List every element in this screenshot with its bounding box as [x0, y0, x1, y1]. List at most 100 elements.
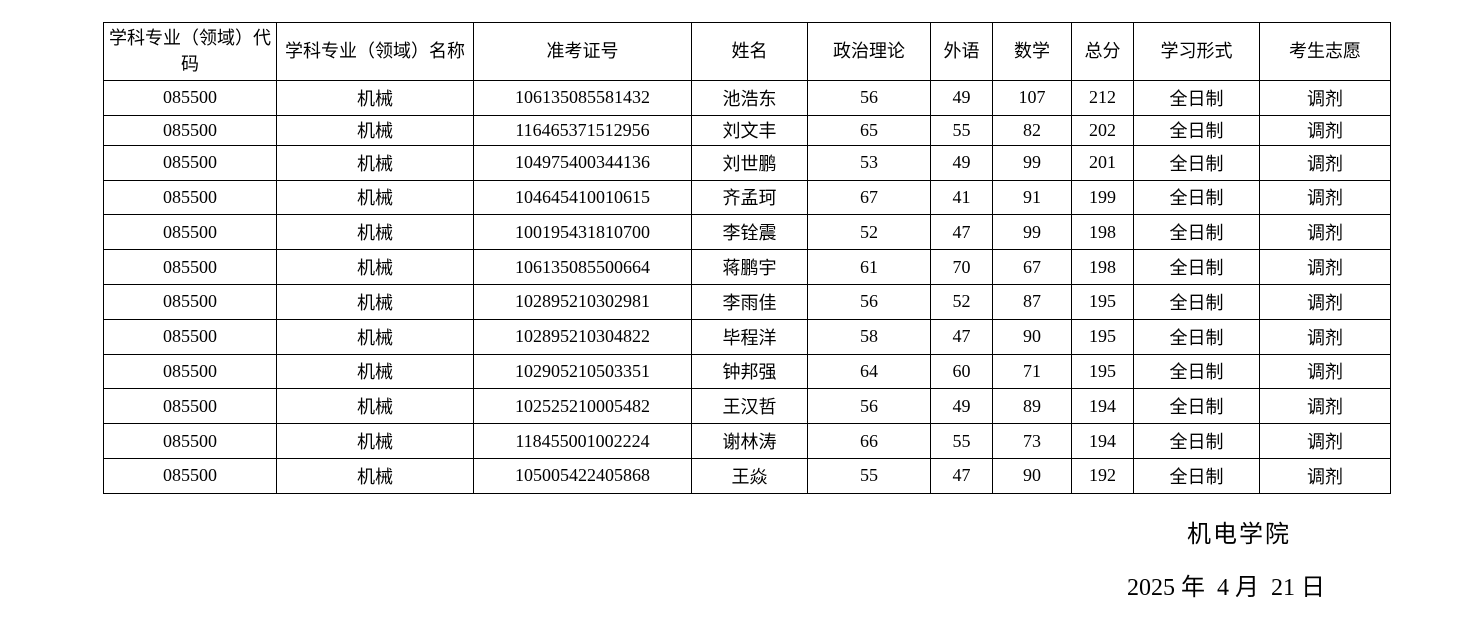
cell-total: 195	[1071, 283, 1134, 320]
cell-politics: 56	[807, 283, 931, 320]
cell-math: 99	[992, 144, 1072, 181]
cell-politics: 67	[807, 179, 931, 216]
header-major: 学科专业（领域）名称	[276, 22, 474, 81]
cell-study-mode: 全日制	[1133, 423, 1260, 459]
table-row: 085500 机械 104645410010615 齐孟珂 67 41 91 199 全日制 调剂	[103, 179, 1391, 216]
cell-name: 李雨佳	[691, 283, 808, 320]
header-row: 学科专业（领域）代码 学科专业（领域）名称 准考证号 姓名 政治理论 外语 数学 总分 学习形式…	[103, 22, 1391, 81]
cell-total: 201	[1071, 144, 1134, 181]
cell-foreign-language: 47	[930, 214, 993, 251]
cell-politics: 56	[807, 388, 931, 425]
cell-preference: 调剂	[1259, 423, 1391, 459]
cell-politics: 65	[807, 114, 931, 146]
cell-foreign-language: 70	[930, 249, 993, 285]
cell-code: 085500	[103, 283, 277, 320]
cell-major: 机械	[276, 318, 474, 355]
cell-exam-id: 102895210302981	[473, 283, 692, 320]
cell-study-mode: 全日制	[1133, 114, 1260, 146]
cell-total: 194	[1071, 388, 1134, 425]
cell-preference: 调剂	[1259, 114, 1391, 146]
cell-total: 202	[1071, 114, 1134, 146]
cell-major: 机械	[276, 214, 474, 251]
cell-exam-id: 102895210304822	[473, 318, 692, 355]
cell-major: 机械	[276, 353, 474, 390]
table-row: 085500 机械 102895210304822 毕程洋 58 47 90 195 全日制 调剂	[103, 318, 1391, 355]
cell-politics: 56	[807, 80, 931, 116]
cell-exam-id: 100195431810700	[473, 214, 692, 251]
cell-study-mode: 全日制	[1133, 388, 1260, 425]
cell-preference: 调剂	[1259, 214, 1391, 251]
cell-name: 蒋鹏宇	[691, 249, 808, 285]
cell-major: 机械	[276, 283, 474, 320]
header-preference: 考生志愿	[1259, 22, 1391, 81]
cell-study-mode: 全日制	[1133, 318, 1260, 355]
cell-exam-id: 102905210503351	[473, 353, 692, 390]
cell-exam-id: 106135085581432	[473, 80, 692, 116]
cell-study-mode: 全日制	[1133, 457, 1260, 494]
cell-study-mode: 全日制	[1133, 283, 1260, 320]
cell-foreign-language: 55	[930, 114, 993, 146]
cell-code: 085500	[103, 388, 277, 425]
cell-foreign-language: 55	[930, 423, 993, 459]
cell-study-mode: 全日制	[1133, 80, 1260, 116]
cell-total: 195	[1071, 318, 1134, 355]
header-foreign-language: 外语	[930, 22, 993, 81]
date: 2025 年 4 月 21 日	[1127, 575, 1325, 601]
cell-foreign-language: 41	[930, 179, 993, 216]
cell-code: 085500	[103, 214, 277, 251]
cell-major: 机械	[276, 179, 474, 216]
cell-name: 刘文丰	[691, 114, 808, 146]
cell-math: 89	[992, 388, 1072, 425]
cell-major: 机械	[276, 114, 474, 146]
table-row: 085500 机械 116465371512956 刘文丰 65 55 82 202 全日制 调剂	[103, 114, 1391, 146]
cell-code: 085500	[103, 144, 277, 181]
cell-preference: 调剂	[1259, 388, 1391, 425]
header-study-mode: 学习形式	[1133, 22, 1260, 81]
cell-exam-id: 104645410010615	[473, 179, 692, 216]
cell-preference: 调剂	[1259, 318, 1391, 355]
cell-major: 机械	[276, 80, 474, 116]
header-politics: 政治理论	[807, 22, 931, 81]
cell-code: 085500	[103, 457, 277, 494]
cell-name: 刘世鹏	[691, 144, 808, 181]
cell-code: 085500	[103, 423, 277, 459]
cell-preference: 调剂	[1259, 249, 1391, 285]
table-row: 085500 机械 102905210503351 钟邦强 64 60 71 195 全日制 调剂	[103, 353, 1391, 390]
cell-math: 87	[992, 283, 1072, 320]
cell-preference: 调剂	[1259, 144, 1391, 181]
cell-exam-id: 118455001002224	[473, 423, 692, 459]
table-row: 085500 机械 105005422405868 王焱 55 47 90 192 全日制 调剂	[103, 457, 1391, 494]
cell-exam-id: 102525210005482	[473, 388, 692, 425]
header-code: 学科专业（领域）代码	[103, 22, 277, 81]
cell-code: 085500	[103, 80, 277, 116]
cell-preference: 调剂	[1259, 353, 1391, 390]
cell-name: 李铨震	[691, 214, 808, 251]
cell-exam-id: 106135085500664	[473, 249, 692, 285]
table-row: 085500 机械 100195431810700 李铨震 52 47 99 198 全日制 调剂	[103, 214, 1391, 251]
cell-major: 机械	[276, 249, 474, 285]
cell-major: 机械	[276, 457, 474, 494]
cell-name: 池浩东	[691, 80, 808, 116]
cell-foreign-language: 60	[930, 353, 993, 390]
cell-exam-id: 105005422405868	[473, 457, 692, 494]
header-name: 姓名	[691, 22, 808, 81]
cell-politics: 61	[807, 249, 931, 285]
cell-math: 99	[992, 214, 1072, 251]
cell-total: 192	[1071, 457, 1134, 494]
header-exam-id: 准考证号	[473, 22, 692, 81]
cell-foreign-language: 52	[930, 283, 993, 320]
cell-code: 085500	[103, 353, 277, 390]
cell-math: 82	[992, 114, 1072, 146]
department-name: 机电学院	[1187, 522, 1291, 548]
cell-math: 90	[992, 457, 1072, 494]
cell-code: 085500	[103, 114, 277, 146]
cell-major: 机械	[276, 144, 474, 181]
cell-preference: 调剂	[1259, 80, 1391, 116]
admission-table: 学科专业（领域）代码 学科专业（领域）名称 准考证号 姓名 政治理论 外语 数学 总分 学习形式…	[103, 22, 1391, 494]
cell-total: 198	[1071, 214, 1134, 251]
cell-preference: 调剂	[1259, 457, 1391, 494]
cell-foreign-language: 47	[930, 457, 993, 494]
cell-preference: 调剂	[1259, 179, 1391, 216]
cell-study-mode: 全日制	[1133, 214, 1260, 251]
cell-major: 机械	[276, 423, 474, 459]
